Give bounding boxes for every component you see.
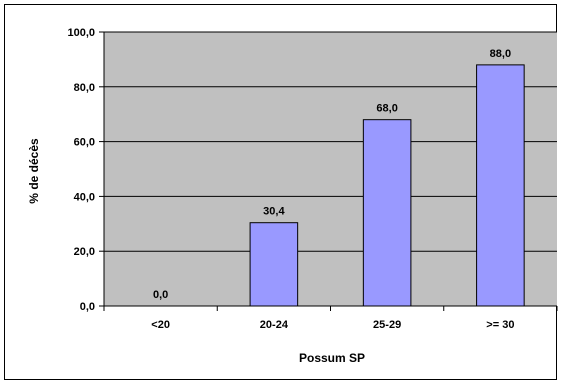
y-tick-label: 20,0 [74,246,95,258]
x-tick-label: >= 30 [486,319,514,331]
y-tick-label: 40,0 [74,191,95,203]
data-label: 68,0 [376,103,397,115]
y-axis-title: % de décès [27,138,41,204]
y-axis: 0,0 20,0 40,0 60,0 80,0 100,0 [67,27,105,313]
data-labels: 0,0 30,4 68,0 88,0 [153,48,511,301]
bar [476,64,525,307]
bars [249,64,525,307]
x-axis: <20 20-24 25-29 >= 30 [103,305,558,331]
data-label: 88,0 [490,48,511,60]
y-tick-label: 0,0 [80,301,95,313]
y-tick-label: 100,0 [67,27,95,39]
data-label: 30,4 [263,206,285,218]
bar [249,222,299,307]
x-axis-title: Possum SP [299,351,365,365]
y-tick-label: 60,0 [74,137,95,149]
x-tick-label: 25-29 [373,319,401,331]
data-label: 0,0 [153,289,168,301]
y-tick-label: 80,0 [74,82,95,94]
bar [362,119,412,307]
x-tick-label: <20 [151,319,170,331]
x-tick-label: 20-24 [260,319,289,331]
